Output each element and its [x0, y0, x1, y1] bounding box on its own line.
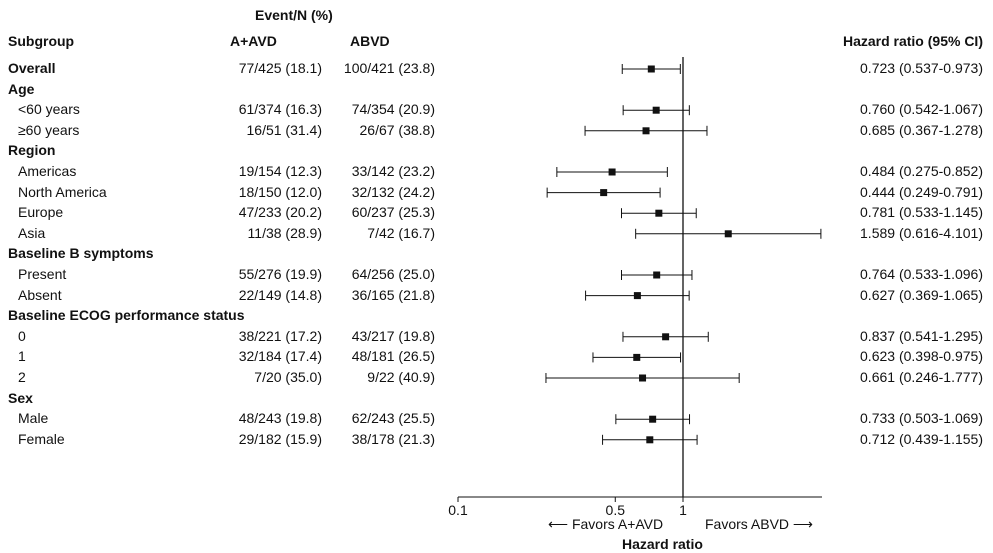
abvd-event-cell: 26/67 (38.8) [359, 121, 436, 138]
favors-abvd-text: Favors ABVD [705, 516, 790, 532]
a-avd-event-cell: 11/38 (28.9) [247, 224, 322, 241]
abvd-event-cell: 9/22 (40.9) [367, 369, 435, 385]
x-axis-title: Hazard ratio [622, 536, 703, 552]
arrow-left-icon: ⟵ [548, 516, 569, 532]
abvd-column-header: ABVD [350, 33, 390, 49]
abvd-event-cell: 60/237 (25.3) [351, 204, 435, 221]
abvd-event-cell: 33/142 (23.2) [351, 163, 435, 179]
point-estimate [653, 271, 661, 279]
subgroup-heading: Baseline ECOG performance status [8, 307, 245, 324]
subgroup-label: Present [18, 266, 67, 282]
hazard-ratio-cell: 1.589 (0.616-4.101) [860, 224, 983, 241]
point-estimate [652, 106, 660, 114]
point-estimate [639, 374, 647, 382]
abvd-event-cell: 100/421 (23.8) [343, 60, 435, 76]
point-estimate [649, 415, 657, 423]
a-avd-event-cell: 38/221 (17.2) [238, 327, 322, 344]
point-estimate [646, 436, 654, 444]
hazard-ratio-cell: 0.685 (0.367-1.278) [860, 121, 983, 138]
arrow-right-icon: ⟶ [792, 516, 813, 532]
abvd-event-cell: 36/165 (21.8) [351, 286, 435, 303]
subgroup-label: ≥60 years [18, 121, 80, 138]
subgroup-label: Europe [18, 204, 64, 221]
point-estimate [655, 209, 663, 217]
subgroup-column-header: Subgroup [8, 33, 75, 49]
hazard-ratio-column-header: Hazard ratio (95% CI) [842, 33, 983, 49]
subgroup-label: 2 [18, 369, 26, 385]
abvd-event-cell: 48/181 (26.5) [351, 348, 435, 365]
favors-a-avd-label: ⟵ Favors A+AVD [548, 516, 663, 532]
point-estimate [662, 333, 670, 341]
hazard-ratio-cell: 0.484 (0.275-0.852) [860, 163, 983, 179]
abvd-event-cell: 7/42 (16.7) [367, 224, 435, 241]
a-avd-event-cell: 32/184 (17.4) [238, 348, 322, 365]
subgroup-heading: Sex [8, 389, 33, 406]
a-avd-event-cell: 61/374 (16.3) [238, 101, 322, 118]
abvd-event-cell: 64/256 (25.0) [351, 266, 435, 282]
point-estimate [633, 353, 641, 361]
a-avd-event-cell: 18/150 (12.0) [238, 183, 322, 200]
hazard-ratio-cell: 0.760 (0.542-1.067) [860, 101, 983, 118]
subgroup-label: North America [18, 183, 107, 200]
subgroup-heading: Baseline B symptoms [8, 245, 154, 262]
a-avd-event-cell: 16/51 (31.4) [246, 121, 323, 138]
subgroup-label: 0 [18, 327, 26, 344]
hazard-ratio-cell: 0.627 (0.369-1.065) [860, 286, 983, 303]
abvd-event-cell: 38/178 (21.3) [351, 430, 435, 447]
x-tick-label: 0.5 [606, 502, 626, 518]
point-estimate [600, 189, 608, 197]
a-avd-event-cell: 7/20 (35.0) [254, 369, 322, 385]
subgroup-label: Absent [18, 286, 62, 303]
subgroup-label: Americas [18, 163, 77, 179]
a-avd-column-header: A+AVD [230, 33, 277, 49]
hazard-ratio-cell: 0.837 (0.541-1.295) [860, 327, 983, 344]
hazard-ratio-cell: 0.661 (0.246-1.777) [860, 369, 983, 385]
a-avd-event-cell: 48/243 (19.8) [238, 410, 322, 427]
subgroup-heading: Age [8, 80, 35, 97]
point-estimate [608, 168, 616, 176]
subgroup-label: 1 [18, 348, 26, 365]
hazard-ratio-cell: 0.781 (0.533-1.145) [860, 204, 983, 221]
abvd-event-cell: 62/243 (25.5) [351, 410, 435, 427]
event-n-header: Event/N (%) [255, 7, 333, 23]
favors-a-avd-text: Favors A+AVD [571, 516, 664, 532]
subgroup-heading: Region [8, 142, 56, 159]
a-avd-event-cell: 55/276 (19.9) [238, 266, 322, 282]
hazard-ratio-cell: 0.623 (0.398-0.975) [860, 348, 983, 365]
subgroup-label: Female [18, 430, 65, 447]
x-tick-label: 0.1 [448, 502, 468, 518]
subgroup-label: Asia [18, 224, 46, 241]
a-avd-event-cell: 22/149 (14.8) [238, 286, 322, 303]
abvd-event-cell: 74/354 (20.9) [351, 101, 435, 118]
point-estimate [633, 292, 641, 300]
hazard-ratio-cell: 0.723 (0.537-0.973) [860, 60, 983, 76]
subgroup-label: Male [18, 410, 49, 427]
point-estimate [647, 65, 655, 73]
subgroup-label: Overall [8, 60, 56, 76]
favors-abvd-label: Favors ABVD ⟶ [705, 516, 813, 532]
hazard-ratio-cell: 0.444 (0.249-0.791) [860, 183, 983, 200]
subgroup-label: <60 years [18, 101, 80, 118]
abvd-event-cell: 32/132 (24.2) [351, 183, 435, 200]
abvd-event-cell: 43/217 (19.8) [351, 327, 435, 344]
a-avd-event-cell: 47/233 (20.2) [238, 204, 322, 221]
point-estimate [642, 127, 650, 135]
x-tick-label: 1 [679, 502, 687, 518]
a-avd-event-cell: 19/154 (12.3) [238, 163, 322, 179]
a-avd-event-cell: 29/182 (15.9) [238, 430, 322, 447]
point-estimate [724, 230, 732, 238]
hazard-ratio-cell: 0.712 (0.439-1.155) [860, 430, 983, 447]
hazard-ratio-cell: 0.764 (0.533-1.096) [860, 266, 983, 282]
hazard-ratio-cell: 0.733 (0.503-1.069) [860, 410, 983, 427]
a-avd-event-cell: 77/425 (18.1) [238, 60, 322, 76]
